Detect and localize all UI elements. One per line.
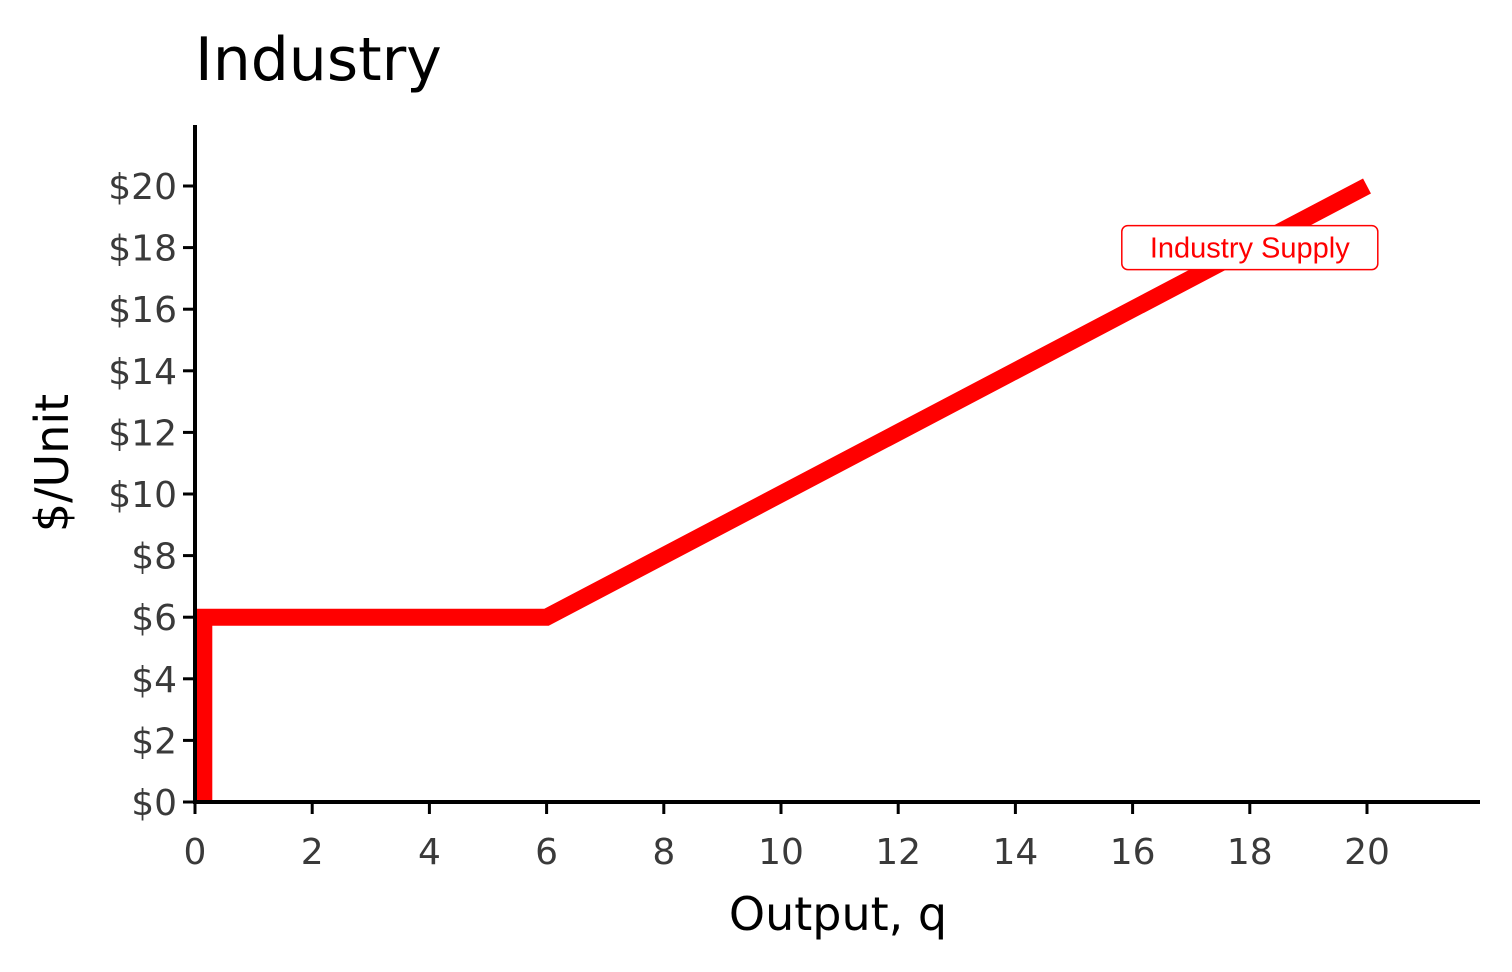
chart-title: Industry [195,25,442,95]
y-tick-label: $6 [131,598,177,639]
y-tick-label: $2 [131,721,177,762]
y-tick-label: $20 [108,167,177,208]
series-label: Industry Supply [1150,233,1350,265]
y-tick-label: $12 [108,413,177,454]
x-tick-label: 0 [184,832,207,873]
y-axis-title: $/Unit [25,394,79,532]
plot-area: 0 2 4 6 8 10 12 14 16 18 20 $0 $2 $4 $6 $8 $10 $12 $14 $16 $… [108,125,1480,873]
y-tick-label: $16 [108,290,177,331]
series-line-1 [195,178,1371,802]
x-axis-title: Output, q [729,887,947,941]
x-tick-label: 4 [418,832,441,873]
x-tick-label: 12 [875,832,921,873]
x-tick-label: 10 [758,832,804,873]
x-tick-label: 16 [1110,832,1156,873]
x-tick-label: 18 [1227,832,1273,873]
x-tick-label: 8 [652,832,675,873]
y-tick-label: $4 [131,660,177,701]
x-tick-label: 20 [1344,832,1390,873]
y-tick-label: $18 [108,229,177,270]
x-tick-label: 2 [301,832,324,873]
x-tick-label: 6 [535,832,558,873]
y-tick-label: $10 [108,475,177,516]
y-tick-label: $8 [131,537,177,578]
y-tick-label: $0 [131,783,177,824]
series-label-box [1121,224,1379,271]
y-tick-label: $14 [108,352,177,393]
x-tick-label: 14 [992,832,1038,873]
